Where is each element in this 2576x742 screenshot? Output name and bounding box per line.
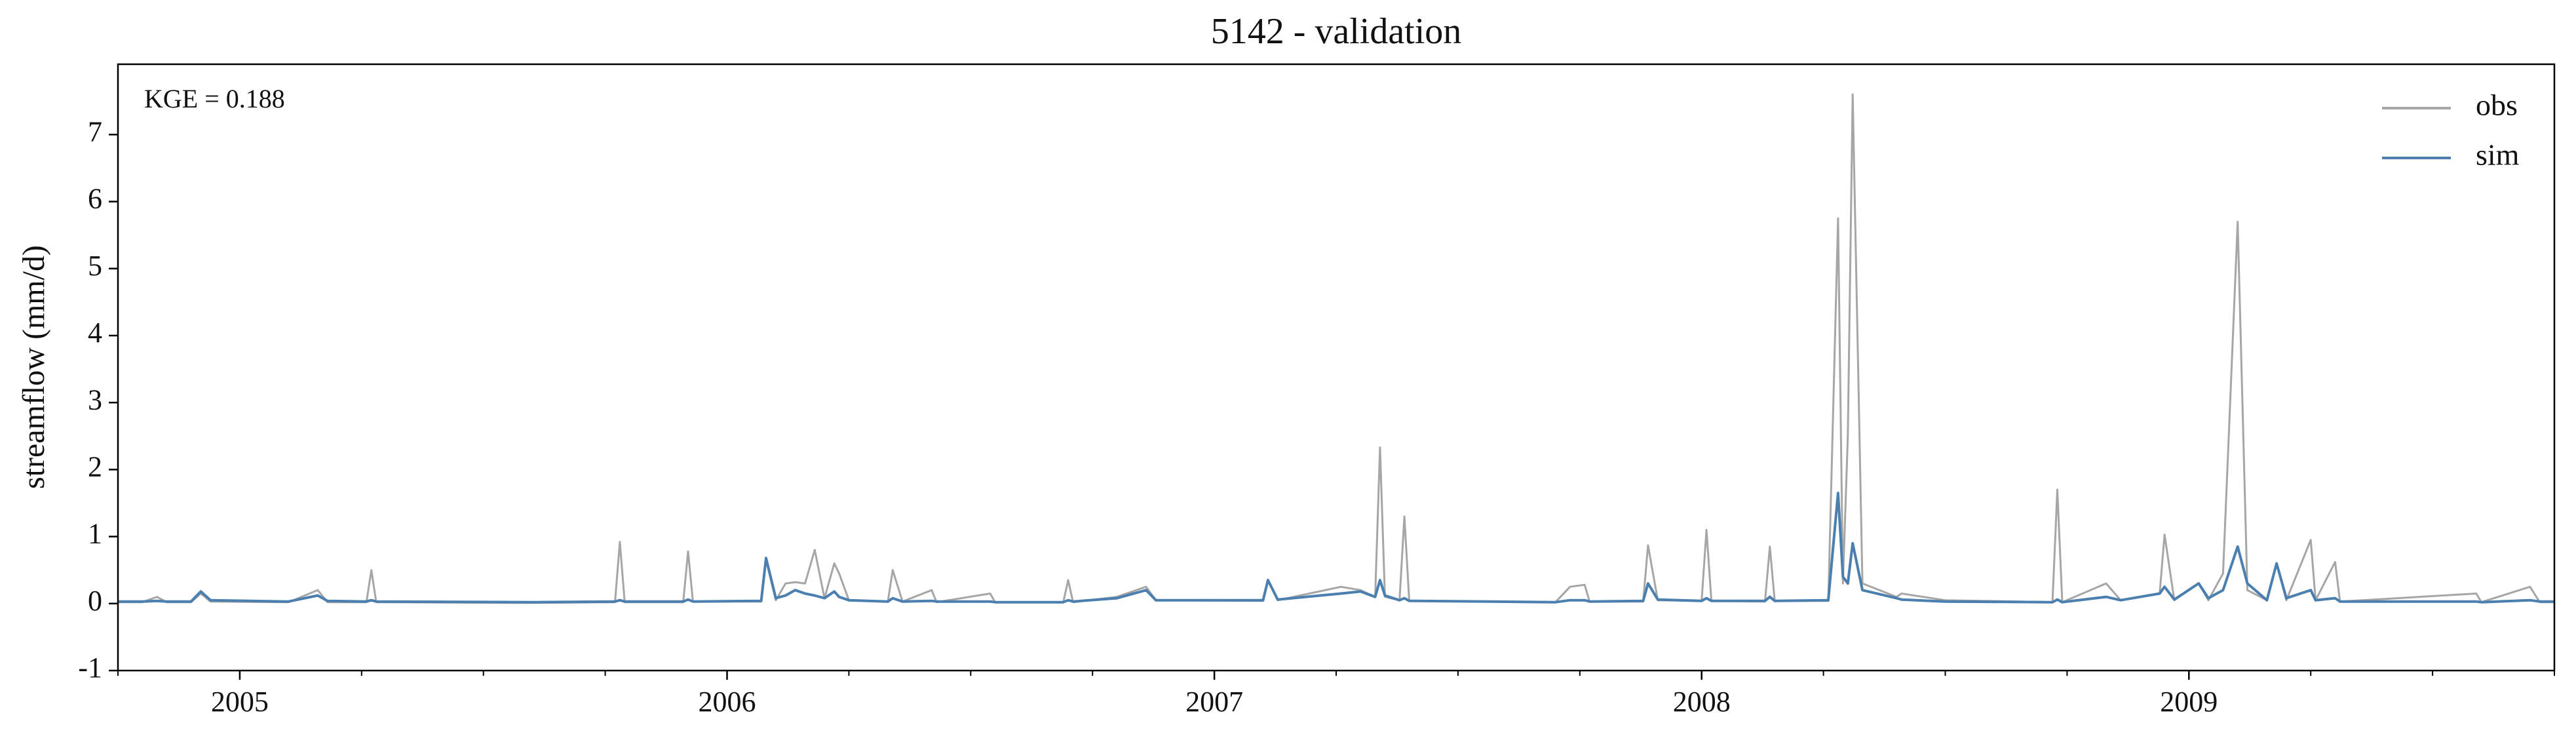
- x-tick-label: 2005: [211, 686, 269, 718]
- y-tick-label: 5: [88, 250, 102, 282]
- y-axis-label: streamflow (mm/d): [16, 245, 51, 489]
- y-tick-label: 1: [88, 518, 102, 550]
- x-tick-label: 2007: [1185, 686, 1243, 718]
- legend-label: obs: [2476, 88, 2518, 122]
- y-tick-label: -1: [78, 652, 102, 684]
- x-tick-label: 2009: [2160, 686, 2218, 718]
- x-tick-label: 2006: [699, 686, 756, 718]
- y-tick-label: 4: [88, 317, 102, 349]
- y-tick-label: 2: [88, 450, 102, 482]
- series-line: [118, 492, 2554, 604]
- plot-frame: [117, 63, 2556, 672]
- legend-label: sim: [2476, 138, 2520, 172]
- y-tick-label: 3: [88, 383, 102, 416]
- y-tick-label: 6: [88, 183, 102, 215]
- y-tick-label: 7: [88, 115, 102, 147]
- chart-title: 5142 - validation: [1211, 11, 1462, 52]
- y-tick-label: 0: [88, 585, 102, 617]
- annotation: KGE = 0.188: [144, 84, 285, 113]
- x-tick-label: 2008: [1673, 686, 1731, 718]
